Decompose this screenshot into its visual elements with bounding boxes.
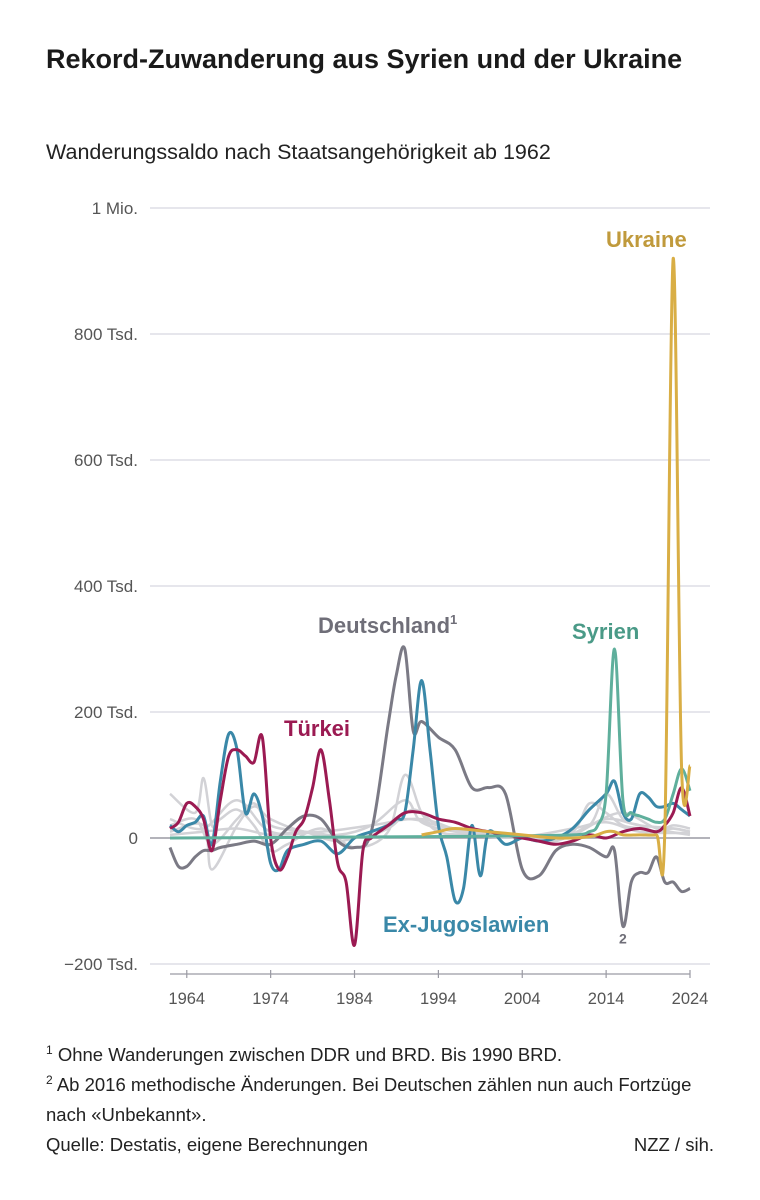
footnote-2-marker: 2	[619, 931, 627, 947]
y-tick-label: 600 Tsd.	[74, 451, 138, 470]
footnote-2: 2 Ab 2016 methodische Änderungen. Bei De…	[46, 1070, 726, 1130]
background-series	[169, 773, 691, 871]
x-tick-label: 1974	[252, 990, 289, 1008]
highlighted-series	[168, 256, 692, 947]
y-tick-label: 400 Tsd.	[74, 577, 138, 596]
x-tick-label: 1994	[420, 990, 457, 1008]
x-tick-label: 2004	[504, 990, 541, 1008]
footnote-2-text: Ab 2016 methodische Änderungen. Bei Deut…	[46, 1074, 692, 1125]
label-deutschland-sup: 1	[450, 612, 457, 627]
label-tuerkei: Türkei	[284, 716, 350, 741]
y-tick-label: 0	[129, 829, 138, 848]
grid-lines	[150, 207, 710, 965]
chart-title: Rekord-Zuwanderung aus Syrien und der Uk…	[46, 44, 683, 74]
y-tick-label: 200 Tsd.	[74, 703, 138, 722]
credit-note: NZZ / sih.	[633, 1134, 714, 1155]
source-note: Quelle: Destatis, eigene Berechnungen	[46, 1134, 368, 1155]
label-ex-jugoslawien: Ex-Jugoslawien	[383, 912, 549, 937]
axis-labels: 1 Mio. 800 Tsd. 600 Tsd. 400 Tsd. 200 Tsd. 0 −…	[64, 199, 708, 1008]
series-line-andere-e	[169, 798, 691, 839]
footnote-1-mark: 1	[46, 1042, 53, 1057]
label-ukraine: Ukraine	[606, 227, 687, 252]
series-line-ex-jugoslawien	[169, 679, 691, 905]
y-tick-label: 800 Tsd.	[74, 325, 138, 344]
y-tick-label: −200 Tsd.	[64, 955, 138, 974]
label-deutschland: Deutschland1	[318, 612, 457, 638]
label-deutschland-text: Deutschland	[318, 613, 450, 638]
footnote-1-text: Ohne Wanderungen zwischen DDR und BRD. B…	[57, 1044, 563, 1065]
x-tick-label: 2024	[672, 990, 709, 1008]
footnote-1: 1 Ohne Wanderungen zwischen DDR und BRD.…	[46, 1040, 726, 1070]
x-tick-label: 2014	[588, 990, 625, 1008]
label-syrien: Syrien	[572, 619, 639, 644]
series-line-andere-a	[169, 773, 691, 853]
x-tick-label: 1964	[168, 990, 205, 1008]
x-tick-label: 1984	[336, 990, 373, 1008]
chart-subtitle: Wanderungssaldo nach Staatsangehörigkeit…	[46, 140, 551, 164]
footnote-2-mark: 2	[46, 1072, 53, 1087]
series-line-ukraine	[421, 256, 692, 877]
line-chart: 1 Mio. 800 Tsd. 600 Tsd. 400 Tsd. 200 Tsd. 0 −…	[64, 199, 710, 1008]
y-tick-label: 1 Mio.	[92, 199, 138, 218]
series-labels: Ukraine Syrien Deutschland1 Türkei Ex-Ju…	[284, 227, 687, 937]
